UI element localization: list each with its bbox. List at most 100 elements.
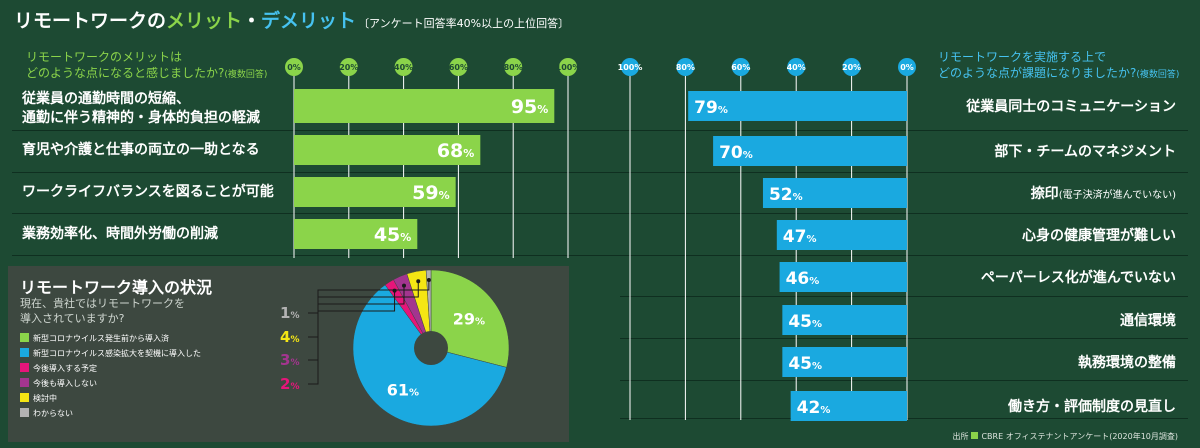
demerit-tick-marker [731,58,750,76]
demerit-value-label: 79% [694,98,728,118]
merit-bar [294,89,555,123]
title-part-1: リモートワークの [14,10,167,32]
row-separator [620,338,1188,339]
donut-hole [414,331,448,365]
merit-tick-label: 40% [394,63,413,72]
title-demerit: デメリット [261,10,357,32]
demerit-category-label: 従業員同士のコミュニケーション [966,96,1176,116]
legend-label: 新型コロナウイルス発生前から導入済 [33,334,169,343]
merit-question-line1: リモートワークのメリットは [26,50,183,64]
row-separator [620,380,1188,381]
merit-category-label: 従業員の通勤時間の短縮、 通勤に伴う精神的・身体的負担の軽減 [22,91,260,126]
demerit-value-label: 46% [786,269,820,289]
demerit-bar [782,347,907,377]
merit-tick-label: 20% [339,63,358,72]
pie-leader-line [308,290,396,385]
source-note: 出所 CBRE オフィステナントアンケート(2020年10月調査) [952,431,1178,442]
merit-bar [294,177,456,207]
legend-swatch [20,378,29,387]
legend-label: 検討中 [33,394,57,403]
pie-legend-item: 今後も導入しない [20,378,97,390]
pie-leader-line [308,285,405,361]
row-separator [12,213,1188,214]
legend-swatch [20,348,29,357]
demerit-tick-marker [621,58,639,76]
legend-swatch [20,393,29,402]
legend-label: わからない [33,409,73,418]
pie-leader-dot [426,278,431,283]
merit-tick-label: 80% [504,63,523,72]
demerit-category-text: 捺印 [1030,186,1059,202]
merit-category-label: 育児や介護と仕事の両立の一助となる [22,142,260,158]
pie-question: 現在、貴社ではリモートワークを 導入されていますか? [20,297,185,325]
demerit-category-label: 執務環境の整備 [1078,352,1176,372]
demerit-category-label: 働き方・評価制度の見直し [1008,396,1176,416]
pie-small-value-label: 4% [280,328,299,346]
merit-value-label: 68% [437,140,474,162]
demerit-question-line2: どのような点が課題になりましたか? [938,66,1137,80]
pie-legend-item: 新型コロナウイルス感染拡大を契機に導入した [20,348,201,360]
pie-leader-dot [416,279,421,284]
source-swatch [971,432,979,439]
row-separator [12,172,1188,173]
demerit-tick-label: 40% [787,63,806,72]
demerit-bar [688,91,907,121]
demerit-category-text: 働き方・評価制度の見直し [1008,399,1176,415]
pie-legend-item: 今後導入する予定 [20,363,97,375]
pie-slice [430,269,510,368]
demerit-bar [790,391,907,421]
demerit-category-label: 部下・チームのマネジメント [994,141,1176,161]
legend-label: 今後も導入しない [33,379,97,388]
demerit-value-label: 42% [797,398,831,418]
merit-bar [294,219,418,249]
demerit-tick-label: 100% [618,63,643,72]
merit-category-label: ワークライフバランスを図ることが可能 [22,184,274,200]
merit-tick-marker [449,58,468,76]
demerit-category-text: 従業員同士のコミュニケーション [966,99,1176,115]
merit-value-label: 59% [412,182,449,204]
pie-value-label: 29% [453,310,485,329]
source-prefix: 出所 [952,432,969,441]
demerit-value-label: 47% [783,227,817,247]
demerit-tick-label: 20% [842,63,861,72]
demerit-bar [713,136,907,166]
pie-legend-item: 検討中 [20,393,57,405]
demerit-bar [782,305,907,335]
demerit-value-label: 45% [788,354,822,374]
demerit-value-label: 52% [769,185,803,205]
merit-bar [294,135,481,165]
demerit-question: リモートワークを実施する上で どのような点が課題になりましたか?(複数回答) [938,49,1179,83]
demerit-tick-marker [842,58,861,76]
page-title: リモートワークのメリット・デメリット 〔アンケート回答率40%以上の上位回答〕 [14,6,569,33]
demerit-tick-label: 80% [676,63,695,72]
row-separator [12,255,1188,256]
pie-small-value-label: 2% [280,375,299,393]
pie-leader-dot [401,283,406,288]
demerit-value-label: 70% [719,143,753,163]
demerit-bar [779,262,907,292]
title-merit: メリット [166,10,243,32]
title-subtitle: 〔アンケート回答率40%以上の上位回答〕 [358,17,570,30]
demerit-tick-label: 0% [900,63,914,72]
pie-small-value-label: 1% [280,304,299,322]
demerit-category-note: (電子決済が進んでいない) [1058,190,1176,201]
demerit-tick-label: 60% [731,63,750,72]
demerit-category-text: 執務環境の整備 [1078,355,1176,371]
demerit-tick-marker [787,58,806,76]
merit-question: リモートワークのメリットは どのような点になると感じましたか?(複数回答) [26,49,267,83]
demerit-category-label: 心身の健康管理が難しい [1022,225,1176,245]
demerit-category-text: 心身の健康管理が難しい [1022,228,1176,244]
merit-tick-label: 0% [287,63,301,72]
row-separator [12,130,1188,131]
demerit-category-text: ペーパーレス化が進んでいない [980,270,1176,286]
demerit-tick-marker [898,58,916,76]
merit-question-note: (複数回答) [224,70,268,80]
demerit-tick-marker [676,58,695,76]
merit-tick-marker [285,58,303,76]
demerit-category-text: 部下・チームのマネジメント [994,144,1176,160]
legend-label: 新型コロナウイルス感染拡大を契機に導入した [33,349,201,358]
demerit-value-label: 45% [788,312,822,332]
